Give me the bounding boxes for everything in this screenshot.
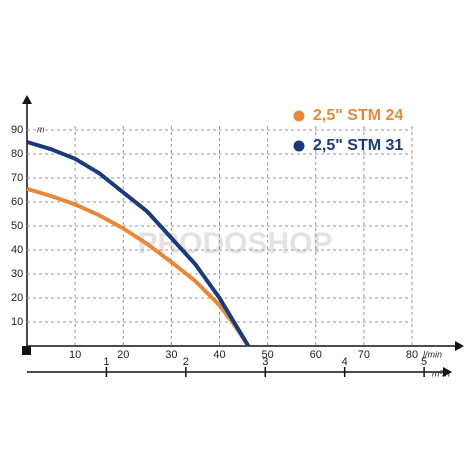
y-tick-label: 30: [11, 268, 23, 280]
x-tick-label: 10: [69, 349, 81, 361]
legend-marker: [293, 110, 305, 122]
y-tick-label: 20: [11, 292, 23, 304]
x-tick-label: 60: [310, 349, 322, 361]
x-arrow: [455, 341, 464, 351]
x2-tick-label: 4: [342, 356, 348, 368]
x2-tick-label: 3: [262, 356, 268, 368]
y-tick-label: 10: [11, 316, 23, 328]
x-tick-label: 30: [165, 349, 177, 361]
x-tick-label: 40: [213, 349, 225, 361]
series-line: [26, 140, 251, 348]
x2-tick-label: 2: [183, 356, 189, 368]
y-tick-label: 40: [11, 244, 23, 256]
x-unit: l/min: [423, 349, 442, 359]
x2-tick-label: 1: [103, 356, 109, 368]
watermark: PRODOSHOP: [137, 227, 332, 260]
y-tick-label: 60: [11, 196, 23, 208]
legend-label: 2,5" STM 31: [313, 137, 403, 154]
y-tick-label: 50: [11, 220, 23, 232]
y-tick-label: 70: [11, 172, 23, 184]
x-tick-label: 70: [358, 349, 370, 361]
x-tick-label: 80: [406, 349, 418, 361]
y-tick-label: 90: [11, 124, 23, 136]
x-tick-label: 20: [117, 349, 129, 361]
x-tick-label: 50: [262, 349, 274, 361]
y-unit: m: [37, 124, 45, 134]
series-line: [26, 186, 251, 348]
x2-arrow: [443, 367, 452, 377]
origin-marker: [22, 346, 31, 355]
legend-label: 2,5" STM 24: [313, 107, 403, 124]
x2-unit: m³/h: [432, 368, 450, 378]
legend-marker: [293, 140, 305, 152]
x2-tick-label: 5: [421, 356, 427, 368]
y-tick-label: 80: [11, 148, 23, 160]
y-arrow: [22, 95, 32, 104]
